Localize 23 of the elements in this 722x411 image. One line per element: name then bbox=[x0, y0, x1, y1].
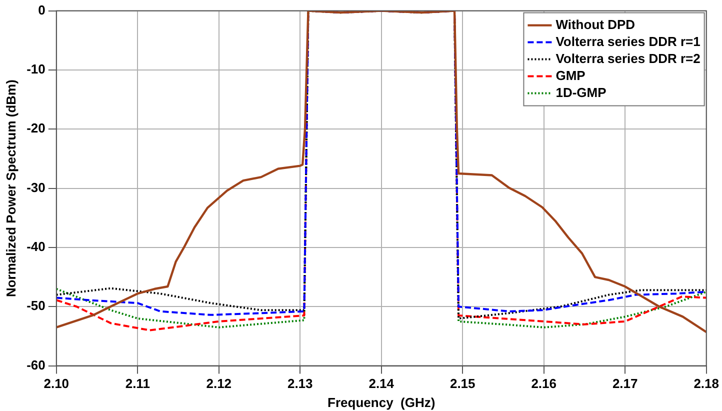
legend-label: Volterra series DDR r=1 bbox=[556, 34, 700, 49]
y-tick-label: -30 bbox=[26, 180, 46, 195]
x-tick-label: 2.15 bbox=[450, 376, 476, 392]
x-tick-label: 2.18 bbox=[694, 376, 720, 392]
y-tick-label: -10 bbox=[26, 62, 46, 77]
y-tick-label: -20 bbox=[26, 120, 46, 136]
legend-label: GMP bbox=[556, 68, 586, 83]
y-tick-label: 0 bbox=[38, 2, 46, 18]
x-tick-label: 2.14 bbox=[368, 376, 395, 392]
y-tick-label: -40 bbox=[26, 239, 46, 254]
legend-label: Volterra series DDR r=2 bbox=[556, 50, 700, 66]
legend-label: Without DPD bbox=[556, 16, 636, 32]
y-axis-title: Normalized Power Spectrum (dBm) bbox=[3, 80, 18, 298]
x-axis-title: Frequency (GHz) bbox=[328, 394, 436, 410]
x-tick-label: 2.11 bbox=[125, 376, 150, 392]
x-tick-label: 2.10 bbox=[44, 376, 70, 392]
legend-label: 1D-GMP bbox=[556, 84, 607, 100]
x-tick-label: 2.13 bbox=[287, 376, 313, 392]
x-tick-label: 2.12 bbox=[206, 376, 232, 392]
x-tick-label: 2.17 bbox=[612, 376, 638, 392]
y-tick-label: -60 bbox=[26, 357, 46, 372]
x-tick-label: 2.16 bbox=[531, 376, 557, 392]
y-tick-label: -50 bbox=[26, 298, 46, 314]
